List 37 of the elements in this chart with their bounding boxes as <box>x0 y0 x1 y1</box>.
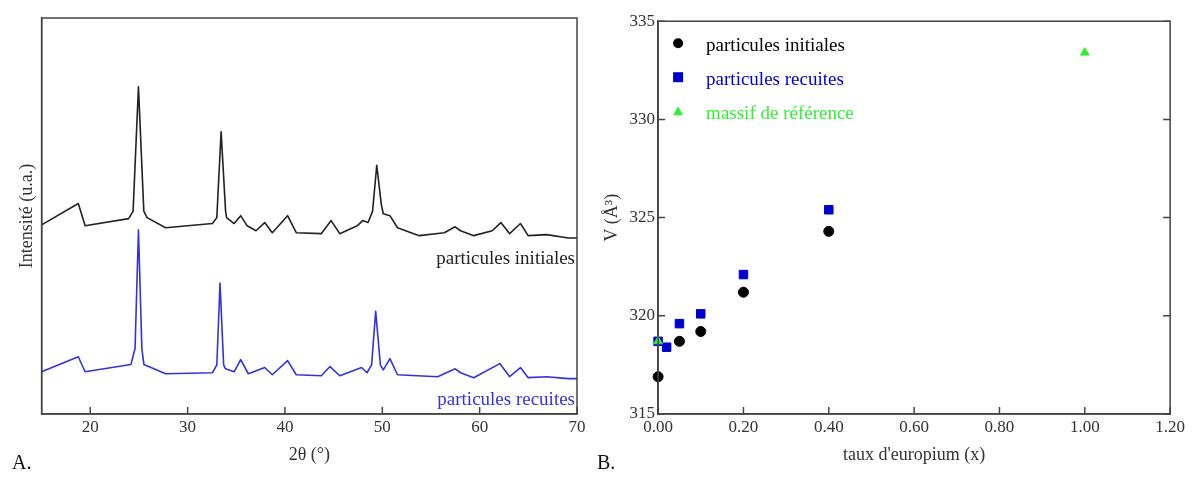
point <box>661 342 672 352</box>
point <box>673 335 685 347</box>
point <box>738 269 749 280</box>
text: B. <box>597 451 616 474</box>
x-tick-label: 0.60 <box>899 416 929 436</box>
text: A. <box>12 451 32 474</box>
x-tick-label: 40 <box>276 416 294 436</box>
x-tick-label: 1.20 <box>1155 416 1185 436</box>
point <box>696 309 706 319</box>
x-tick-label: 30 <box>179 416 197 436</box>
legend-label: particules initiales <box>706 34 845 56</box>
x-tick-label: 0.80 <box>984 416 1015 436</box>
x-axis-title: taux d'europium (x) <box>843 443 986 465</box>
x-tick-label: 0.20 <box>728 416 759 436</box>
point <box>824 205 834 215</box>
point <box>737 286 749 298</box>
point <box>823 225 835 237</box>
x-tick-label: 60 <box>471 416 489 436</box>
x-tick-label: 70 <box>568 416 586 436</box>
y-axis-title: Intensité (u.a.) <box>15 163 37 269</box>
y-tick-label: 320 <box>629 305 656 325</box>
series-label: particules recuites <box>437 388 575 410</box>
x-tick-label: 1.00 <box>1069 416 1100 436</box>
legend-label: particules recuites <box>706 68 844 90</box>
point <box>674 318 685 329</box>
y-axis-title: V (Å³) <box>600 193 622 242</box>
x-tick-label: 0.40 <box>813 416 844 436</box>
y-tick-label: 335 <box>629 10 656 30</box>
x-tick-label: 20 <box>81 416 99 436</box>
x-tick-label: 50 <box>373 416 391 436</box>
series-label: particules initiales <box>436 247 575 269</box>
point <box>695 326 707 338</box>
legend-label: massif de référence <box>706 102 854 124</box>
y-tick-label: 330 <box>629 108 656 128</box>
y-tick-label: 325 <box>629 207 656 227</box>
point <box>1079 47 1090 56</box>
x-axis-title: 2θ (°) <box>288 443 330 465</box>
